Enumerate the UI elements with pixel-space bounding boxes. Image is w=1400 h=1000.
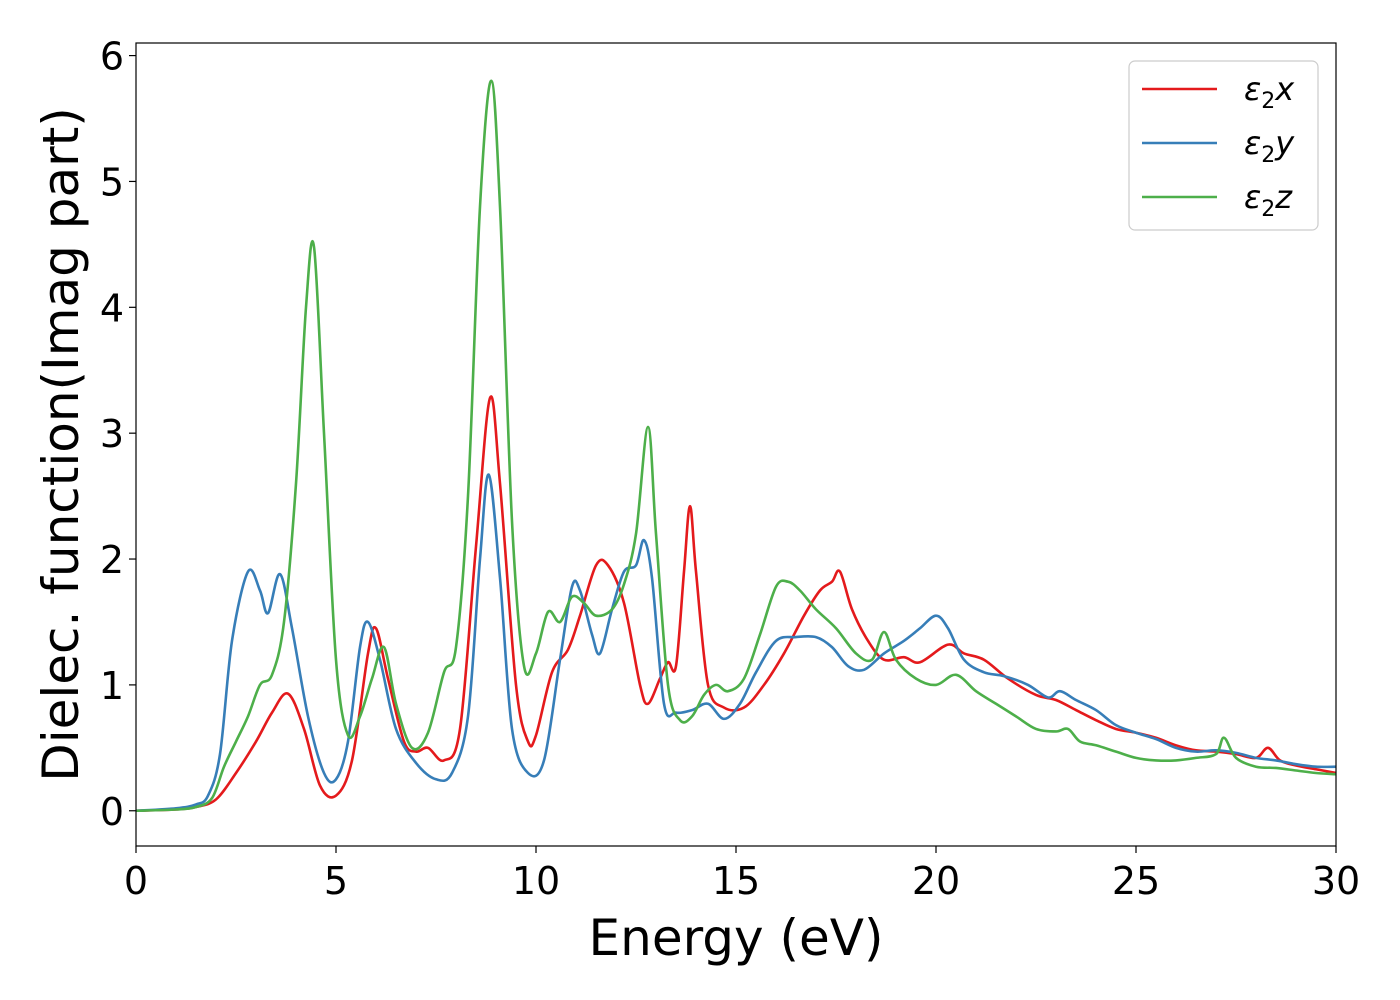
legend: ε2x ε2y ε2z — [1128, 60, 1319, 231]
x-tick-label: 10 — [512, 859, 560, 903]
series-line-z — [136, 79, 1336, 813]
y-axis: 0 1 2 3 4 5 6 — [100, 35, 136, 834]
y-tick-label: 1 — [100, 664, 124, 708]
x-axis: 0 5 10 15 20 25 30 — [124, 846, 1360, 903]
y-tick-label: 5 — [100, 160, 124, 204]
y-axis-title: Dielec. function(Imag part) — [32, 107, 90, 782]
x-tick-label: 25 — [1112, 859, 1160, 903]
legend-box — [1128, 60, 1319, 231]
y-tick-label: 0 — [100, 790, 124, 834]
series-layer — [136, 79, 1336, 813]
legend-label-y: ε2y — [1244, 124, 1295, 168]
y-tick-label: 2 — [100, 538, 124, 582]
x-tick-label: 15 — [712, 859, 760, 903]
series-line-y — [136, 473, 1336, 813]
y-tick-label: 6 — [100, 35, 124, 79]
y-tick-label: 3 — [100, 412, 124, 456]
y-tick-label: 4 — [100, 286, 124, 330]
x-tick-label: 5 — [324, 859, 348, 903]
x-axis-title: Energy (eV) — [589, 909, 884, 967]
x-tick-label: 0 — [124, 859, 148, 903]
legend-label-z: ε2z — [1244, 178, 1293, 222]
x-tick-label: 30 — [1312, 859, 1360, 903]
series-line-x — [136, 395, 1336, 813]
x-tick-label: 20 — [912, 859, 960, 903]
legend-label-x: ε2x — [1244, 70, 1295, 114]
